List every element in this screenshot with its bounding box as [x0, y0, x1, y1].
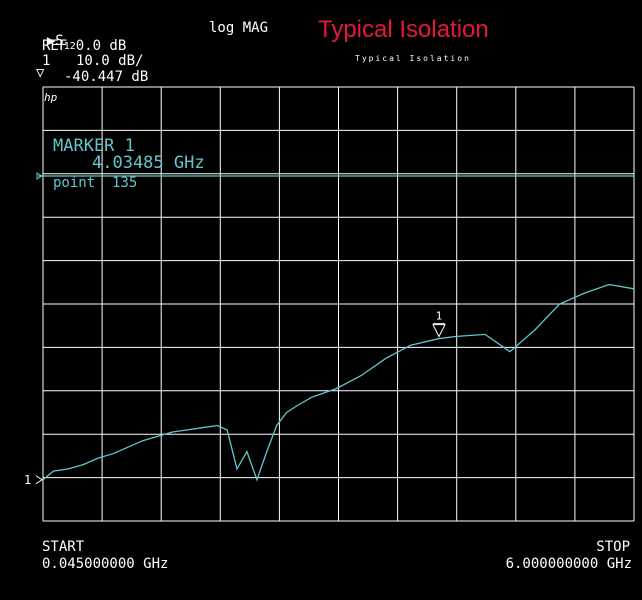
marker-readout: -40.447 dB	[64, 69, 149, 85]
start-value: 0.045000000 GHz	[42, 556, 169, 572]
marks: 11	[24, 172, 635, 487]
marker-1-triangle-icon	[432, 324, 446, 338]
marker-box-label: MARKER 1	[53, 136, 135, 156]
stop-label: STOP	[596, 539, 630, 555]
stop-value: 6.000000000 GHz	[505, 556, 632, 572]
hp-logo-icon: hp	[44, 91, 58, 104]
format-label: log MAG	[209, 20, 269, 36]
chart-subtitle: Typical Isolation	[355, 54, 471, 63]
isolation-trace	[42, 283, 635, 482]
start-label: START	[42, 539, 85, 555]
marker-triangle-icon: ▽	[36, 65, 45, 81]
ref-line: REF 0.0 dB	[42, 38, 127, 54]
marker-box-freq: 4.03485 GHz	[92, 153, 205, 173]
chart-title: Typical Isolation	[318, 16, 489, 43]
trace-selector[interactable]: ▶S12	[30, 20, 76, 54]
trace-start-arrow-icon	[35, 475, 43, 485]
trace-label: S	[55, 33, 64, 49]
reference-arrow-icon	[36, 172, 43, 180]
scale-line: 10.0 dB/	[76, 53, 144, 69]
scale-channel: 1	[42, 53, 51, 69]
trace-sub: 12	[63, 40, 76, 52]
active-trace-arrow-icon: ▶	[46, 33, 56, 49]
graticule	[42, 86, 635, 522]
trace-channel-label: 1	[24, 473, 31, 487]
marker-box-point: point 135	[53, 175, 138, 191]
marker-1-label: 1	[436, 310, 443, 323]
